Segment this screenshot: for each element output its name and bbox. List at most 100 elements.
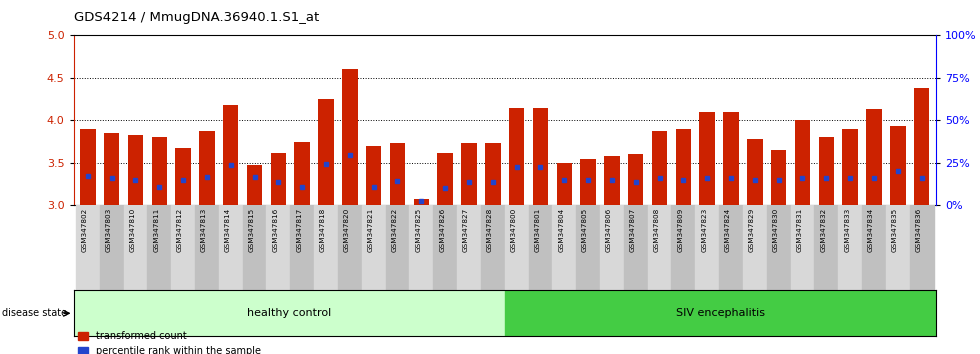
Text: GSM347818: GSM347818	[320, 208, 326, 252]
Text: GSM347811: GSM347811	[153, 208, 160, 252]
Bar	[533, 108, 548, 205]
Bar	[600, 205, 624, 290]
Bar	[838, 205, 862, 290]
Bar	[123, 205, 147, 290]
Text: GSM347831: GSM347831	[797, 208, 803, 252]
Bar	[576, 205, 600, 290]
Bar	[914, 88, 929, 205]
Bar	[390, 143, 406, 205]
Bar	[766, 205, 791, 290]
Bar	[719, 205, 743, 290]
Text: GSM347817: GSM347817	[296, 208, 302, 252]
Bar	[410, 205, 433, 290]
Bar	[886, 205, 909, 290]
Bar	[223, 105, 238, 205]
Bar	[247, 165, 263, 205]
Bar	[814, 205, 838, 290]
Text: GSM347805: GSM347805	[582, 208, 588, 252]
Bar	[843, 129, 858, 205]
Text: GDS4214 / MmugDNA.36940.1.S1_at: GDS4214 / MmugDNA.36940.1.S1_at	[74, 11, 318, 24]
Bar	[362, 205, 385, 290]
Bar	[199, 131, 215, 205]
Text: GSM347833: GSM347833	[844, 208, 850, 252]
Bar	[104, 133, 120, 205]
Bar	[528, 205, 553, 290]
Text: GSM347807: GSM347807	[630, 208, 636, 252]
Bar	[414, 199, 429, 205]
Bar	[366, 146, 381, 205]
Bar	[195, 205, 219, 290]
Bar	[433, 205, 457, 290]
Text: GSM347806: GSM347806	[606, 208, 612, 252]
Text: GSM347826: GSM347826	[439, 208, 445, 252]
Bar	[172, 205, 195, 290]
Bar	[553, 205, 576, 290]
Text: GSM347814: GSM347814	[224, 208, 230, 252]
Bar	[315, 205, 338, 290]
Bar	[909, 205, 934, 290]
Bar	[338, 205, 362, 290]
Text: GSM347813: GSM347813	[201, 208, 207, 252]
Bar	[75, 205, 100, 290]
Bar	[267, 205, 290, 290]
Text: GSM347821: GSM347821	[368, 208, 373, 252]
Text: GSM347820: GSM347820	[344, 208, 350, 252]
Bar	[505, 290, 936, 336]
Bar	[462, 143, 476, 205]
Bar	[219, 205, 243, 290]
Text: GSM347801: GSM347801	[534, 208, 540, 252]
Bar	[747, 139, 762, 205]
Bar	[127, 135, 143, 205]
Bar	[152, 137, 167, 205]
Bar	[771, 150, 786, 205]
Text: GSM347836: GSM347836	[915, 208, 921, 252]
Text: GSM347803: GSM347803	[106, 208, 112, 252]
Bar	[270, 153, 286, 205]
Text: GSM347802: GSM347802	[81, 208, 88, 252]
Bar	[795, 120, 810, 205]
Text: GSM347812: GSM347812	[177, 208, 183, 252]
Bar	[509, 108, 524, 205]
Bar	[100, 205, 123, 290]
Bar	[628, 154, 644, 205]
Text: disease state: disease state	[2, 308, 67, 318]
Text: GSM347829: GSM347829	[749, 208, 755, 252]
Text: GSM347810: GSM347810	[129, 208, 135, 252]
Text: GSM347809: GSM347809	[677, 208, 683, 252]
Bar	[580, 159, 596, 205]
Bar	[147, 205, 172, 290]
Text: GSM347828: GSM347828	[487, 208, 493, 252]
Text: GSM347830: GSM347830	[772, 208, 779, 252]
Bar	[648, 205, 671, 290]
Bar	[294, 142, 310, 205]
Bar	[604, 156, 619, 205]
Bar	[890, 126, 906, 205]
Text: GSM347816: GSM347816	[272, 208, 278, 252]
Text: GSM347832: GSM347832	[820, 208, 826, 252]
Bar	[695, 205, 719, 290]
Text: SIV encephalitis: SIV encephalitis	[676, 308, 764, 318]
Text: GSM347804: GSM347804	[559, 208, 564, 252]
Text: GSM347822: GSM347822	[391, 208, 398, 252]
Bar	[652, 131, 667, 205]
Text: GSM347824: GSM347824	[725, 208, 731, 252]
Bar	[481, 205, 505, 290]
Bar	[385, 205, 410, 290]
Bar	[175, 148, 191, 205]
Legend: transformed count, percentile rank within the sample: transformed count, percentile rank withi…	[78, 331, 261, 354]
Bar	[791, 205, 814, 290]
Text: GSM347808: GSM347808	[654, 208, 660, 252]
Bar	[342, 69, 358, 205]
Bar	[671, 205, 695, 290]
Bar	[485, 143, 501, 205]
Bar	[862, 205, 886, 290]
Bar	[318, 99, 334, 205]
Bar	[437, 153, 453, 205]
Text: GSM347823: GSM347823	[702, 208, 708, 252]
Text: GSM347835: GSM347835	[892, 208, 898, 252]
Bar	[723, 112, 739, 205]
Bar	[80, 129, 95, 205]
Bar	[624, 205, 648, 290]
Bar	[675, 129, 691, 205]
Text: GSM347827: GSM347827	[463, 208, 469, 252]
